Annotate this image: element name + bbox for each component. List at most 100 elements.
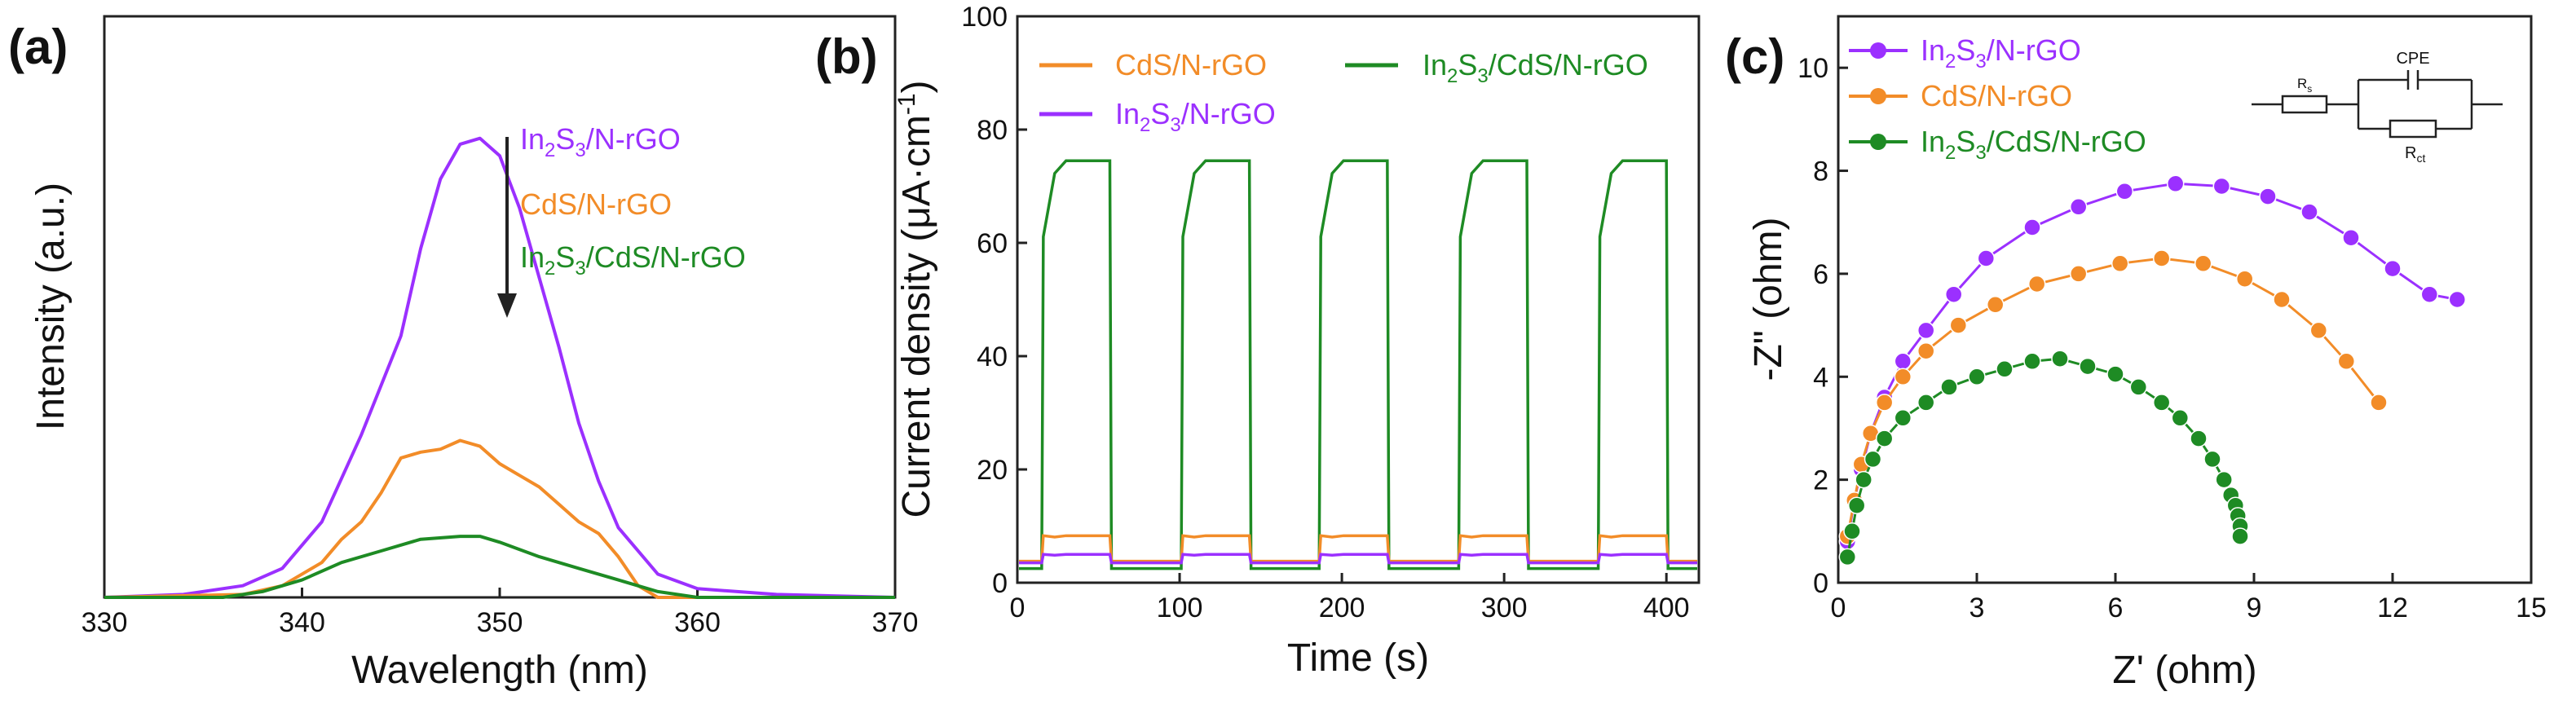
panel-c-ticks: 0 3 6 9 12 15 0 2 4 6 8 10 [1797,53,2547,623]
panel-c-point-in2s3-cds [1847,496,1866,514]
panel-c-point-in2s3-cds [2231,527,2249,545]
panel-c-point-cds [2370,394,2388,412]
panel-a: (a) Intensity (a.u.) Wavelength (nm) 330… [8,15,919,692]
panel-c-y-tick-label: 6 [1813,259,1828,290]
panel-c-y-tick-label: 10 [1797,53,1828,84]
panel-b-y-tick-label: 60 [977,228,1008,259]
panel-c-line-in2s3-cds [1846,357,2242,557]
panel-c-x-axis-title: Z' (ohm) [2112,649,2256,692]
panel-c-point-in2s3 [2069,198,2088,216]
panel-c-label: (c) [1725,29,1784,84]
panel-c-point-cds [1917,341,1935,360]
panel-c-y-tick-label: 0 [1813,568,1828,599]
panel-c-point-in2s3-cds [2152,394,2171,412]
panel-b-legend-in2s3: In2S3/N-rGO [1115,97,1276,136]
panel-a-legend-in2s3-cds: In2S3/CdS/N-rGO [520,240,746,280]
panel-c-legend-in2s3: In2S3/N-rGO [1921,33,2081,73]
panel-c-point-in2s3 [2212,177,2231,196]
panel-b-legend-in2s3-cds: In2S3/CdS/N-rGO [1423,48,1648,87]
panel-c-point-in2s3-cds [1894,409,1912,427]
panel-a-line-in2s3 [104,136,896,599]
panel-b-legend: CdS/N-rGO In2S3/N-rGO In2S3/CdS/N-rGO [1039,48,1648,136]
panel-c-point-in2s3 [1977,249,1996,267]
panel-a-x-tick-label: 330 [82,607,128,638]
panel-c-y-axis-title: -Z" (ohm) [1747,217,1790,381]
panel-c-point-in2s3-cds [2203,450,2221,469]
panel-c-point-in2s3 [2342,228,2360,247]
panel-c-point-in2s3 [2166,174,2185,193]
circuit-label-rs: Rs [2297,76,2312,95]
panel-a-arrow-head-icon [497,293,517,318]
panel-c-point-in2s3-cds [1838,548,1857,566]
panel-c-point-cds [2111,254,2129,273]
panel-b-x-tick-label: 0 [1010,592,1026,623]
panel-c-point-in2s3-cds [2023,352,2041,371]
panel-c-point-cds [2069,265,2088,283]
circuit-label-rct: Rct [2405,144,2425,165]
panel-c-point-in2s3-cds [2129,378,2148,396]
panel-b-legend-cds: CdS/N-rGO [1115,48,1267,81]
panel-b-line-in2s3 [1018,553,1698,565]
panel-c-point-cds [2309,321,2328,340]
panel-b-ticks: 0 100 200 300 400 0 20 40 60 80 100 [961,2,1689,623]
panel-b-y-tick-label: 40 [977,341,1008,372]
panel-b-x-tick-label: 400 [1643,592,1690,623]
panel-c-point-in2s3-cds [1940,378,1958,396]
panel-c-point-cds [1949,316,1968,334]
panel-a-x-tick-label: 370 [872,607,919,638]
panel-c-legend-cds: CdS/N-rGO [1921,79,2072,112]
panel-a-legend-in2s3: In2S3/N-rGO [520,122,681,161]
panel-c-legend-marker-in2s3-cds [1870,134,1886,150]
panel-c-point-in2s3 [1944,285,1963,303]
panel-b-y-tick-label: 20 [977,455,1008,486]
panel-a-series [104,136,896,599]
panel-c-x-tick-label: 6 [2108,592,2124,623]
panel-a-legend-cds: CdS/N-rGO [520,187,672,221]
panel-c-y-tick-label: 2 [1813,465,1828,496]
panel-c-point-in2s3 [2115,183,2134,200]
panel-b: (b) Current density (μA·cm-1) Time (s) 0… [815,2,1700,680]
panel-a-plot-frame [103,15,897,599]
panel-a-line-in2s3-cds [104,535,895,599]
circuit-resistor-rct [2389,119,2437,139]
panel-a-ticks: 330 340 350 360 370 [82,588,919,638]
panel-c-point-in2s3-cds [1875,429,1894,447]
panel-c-y-tick-label: 8 [1813,156,1828,187]
panel-b-x-tick-label: 200 [1319,592,1365,623]
panel-c-point-in2s3 [1917,321,1935,340]
panel-a-x-tick-label: 360 [674,607,721,638]
panel-c: (c) -Z" (ohm) Z' (ohm) 0 3 6 9 12 15 0 2 4 6 8 10 I… [1725,15,2547,692]
panel-c-legend-marker-cds [1870,88,1886,104]
panel-c-plot-frame [1837,15,2533,584]
panel-b-x-tick-label: 300 [1481,592,1528,623]
panel-c-point-in2s3 [2300,203,2318,221]
panel-c-series [1838,174,2467,566]
panel-b-series [1018,159,1698,570]
panel-c-point-cds [1894,368,1912,386]
panel-a-x-tick-label: 350 [477,607,523,638]
panel-c-x-tick-label: 15 [2516,592,2547,623]
panel-c-x-tick-label: 9 [2247,592,2262,623]
panel-b-plot-frame [1016,15,1700,584]
panel-b-line-in2s3-cds [1018,159,1698,570]
panel-c-point-in2s3 [2420,285,2439,303]
panel-b-x-tick-label: 100 [1157,592,1203,623]
panel-c-point-in2s3-cds [1855,470,1872,489]
panel-c-legend-in2s3-cds: In2S3/CdS/N-rGO [1921,125,2146,164]
panel-c-legend: In2S3/N-rGO CdS/N-rGO In2S3/CdS/N-rGO [1849,33,2146,164]
panel-c-point-in2s3-cds [2215,470,2233,489]
panel-c-point-in2s3-cds [2079,357,2097,376]
panel-c-point-cds [2337,352,2356,371]
panel-c-point-cds [1986,296,2005,314]
panel-c-point-in2s3 [2023,218,2041,236]
panel-b-y-tick-label: 0 [992,568,1008,599]
panel-c-x-tick-label: 3 [1969,592,1985,623]
panel-c-point-in2s3 [2384,259,2402,278]
panel-c-point-in2s3 [1894,352,1912,371]
panel-c-y-tick-label: 4 [1813,362,1828,393]
panel-c-point-in2s3-cds [2051,350,2069,368]
panel-b-line-cds [1018,534,1698,563]
equivalent-circuit-inset [2252,70,2503,139]
circuit-resistor-rs [2281,95,2328,114]
